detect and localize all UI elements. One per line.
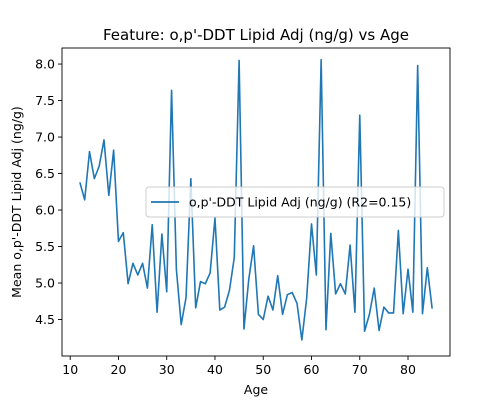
y-tick-label: 4.5 (35, 312, 55, 327)
x-tick-label: 10 (62, 362, 78, 377)
y-tick-label: 7.0 (35, 130, 55, 145)
x-axis: 10 20 30 40 50 60 70 80 (62, 356, 416, 377)
x-tick-label: 20 (111, 362, 127, 377)
legend-entry-label: o,p'-DDT Lipid Adj (ng/g) (R2=0.15) (189, 195, 411, 210)
y-axis: 4.5 5.0 5.5 6.0 6.5 7.0 7.5 8.0 (35, 57, 62, 327)
series-layer (79, 58, 433, 341)
legend: o,p'-DDT Lipid Adj (ng/g) (R2=0.15) (145, 186, 445, 218)
series-line (79, 58, 433, 341)
x-tick-label: 70 (352, 362, 368, 377)
y-tick-label: 6.0 (35, 203, 55, 218)
chart-title: Feature: o,p'-DDT Lipid Adj (ng/g) vs Ag… (103, 26, 409, 44)
y-tick-label: 5.0 (35, 276, 55, 291)
y-tick-label: 6.5 (35, 166, 55, 181)
y-axis-label: Mean o,p'-DDT Lipid Adj (ng/g) (9, 106, 24, 298)
y-tick-label: 5.5 (35, 239, 55, 254)
x-axis-label: Age (244, 382, 268, 397)
legend-box (145, 186, 445, 218)
x-tick-label: 50 (255, 362, 271, 377)
y-tick-label: 8.0 (35, 57, 55, 72)
y-tick-label: 7.5 (35, 93, 55, 108)
x-tick-label: 60 (304, 362, 320, 377)
x-tick-label: 30 (159, 362, 175, 377)
plot-area (61, 47, 451, 357)
x-tick-label: 40 (207, 362, 223, 377)
x-tick-label: 80 (400, 362, 416, 377)
plot-frame (61, 47, 451, 357)
